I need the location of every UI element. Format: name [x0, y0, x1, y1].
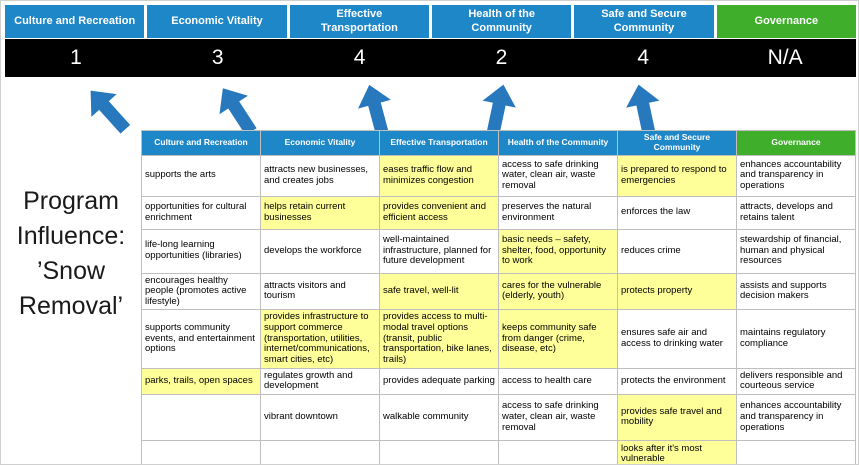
matrix-cell	[379, 439, 499, 464]
matrix-cell: walkable community	[379, 393, 499, 441]
category-header-economic: Economic Vitality	[147, 5, 287, 38]
matrix-cell: is prepared to respond to emergencies	[617, 154, 737, 197]
category-header-culture: Culture and Recreation	[5, 5, 145, 38]
matrix-row: supports community events, and entertain…	[141, 309, 856, 369]
matrix-cell: attracts visitors and tourism	[260, 272, 380, 311]
program-title-line: ’Snow	[36, 257, 106, 285]
matrix-row: vibrant downtown walkable community acce…	[141, 393, 856, 441]
matrix-header-health: Health of the Community	[498, 130, 618, 156]
matrix-cell: provides safe travel and mobility	[617, 393, 737, 441]
matrix-header-culture: Culture and Recreation	[141, 130, 261, 156]
matrix-cell: maintains regulatory compliance	[736, 309, 856, 369]
matrix-cell: protects property	[617, 272, 737, 311]
matrix-cell: provides adequate parking	[379, 367, 499, 395]
matrix-row: opportunities for cultural enrichment he…	[141, 195, 856, 230]
up-arrow-icon	[219, 88, 257, 136]
matrix-cell: protects the environment	[617, 367, 737, 395]
category-header-health: Health of the Community	[431, 5, 572, 38]
program-title: Program Influence: ’Snow Removal’	[1, 184, 141, 324]
matrix-cell: vibrant downtown	[260, 393, 380, 441]
matrix-cell: provides convenient and efficient access	[379, 195, 499, 230]
matrix-cell: develops the workforce	[260, 228, 380, 274]
category-header-safety: Safe and Secure Community	[574, 5, 714, 38]
matrix-header-governance: Governance	[736, 130, 856, 156]
matrix-row: supports the arts attracts new businesse…	[141, 154, 856, 197]
up-arrow-icon	[358, 84, 391, 137]
matrix-row: encourages healthy people (promotes acti…	[141, 272, 856, 311]
influence-matrix: Culture and Recreation Economic Vitality…	[141, 130, 856, 464]
matrix-cell	[260, 439, 380, 464]
matrix-header-safety: Safe and Secure Community	[617, 130, 737, 156]
matrix-cell: life-long learning opportunities (librar…	[141, 228, 261, 274]
matrix-cell: enhances accountability and transparency…	[736, 393, 856, 441]
matrix-cell: cares for the vulnerable (elderly, youth…	[498, 272, 618, 311]
program-title-line: Removal’	[18, 292, 124, 320]
score-transportation: 4	[353, 46, 366, 69]
matrix-cell: access to safe drinking water, clean air…	[498, 393, 618, 441]
matrix-cell	[736, 439, 856, 464]
matrix-cell: preserves the natural environment	[498, 195, 618, 230]
score-governance: N/A	[767, 46, 803, 69]
matrix-cell: helps retain current businesses	[260, 195, 380, 230]
matrix-cell: supports the arts	[141, 154, 261, 197]
matrix-cell: delivers responsible and courteous servi…	[736, 367, 856, 395]
score-economic: 3	[211, 46, 224, 69]
matrix-cell: supports community events, and entertain…	[141, 309, 261, 369]
matrix-cell	[141, 393, 261, 441]
program-title-line: Influence:	[16, 222, 126, 250]
matrix-cell: reduces crime	[617, 228, 737, 274]
category-header-transportation: Effective Transportation	[289, 5, 429, 38]
matrix-cell: well-maintained infrastructure, planned …	[379, 228, 499, 274]
category-header-governance: Governance	[716, 5, 856, 38]
matrix-header-row: Culture and Recreation Economic Vitality…	[141, 130, 856, 156]
matrix-cell: assists and supports decision makers	[736, 272, 856, 311]
matrix-cell: looks after it's most vulnerable	[617, 439, 737, 464]
matrix-cell: access to safe drinking water, clean air…	[498, 154, 618, 197]
matrix-cell: eases traffic flow and minimizes congest…	[379, 154, 499, 197]
matrix-header-economic: Economic Vitality	[260, 130, 380, 156]
matrix-row: parks, trails, open spaces regulates gro…	[141, 367, 856, 395]
matrix-cell: parks, trails, open spaces	[141, 367, 261, 395]
matrix-row: looks after it's most vulnerable	[141, 439, 856, 464]
category-header-row: Culture and Recreation Economic Vitality…	[5, 5, 856, 38]
matrix-cell: attracts, develops and retains talent	[736, 195, 856, 230]
matrix-cell: ensures safe air and access to drinking …	[617, 309, 737, 369]
score-row: 1 3 4 2 4 N/A	[5, 39, 856, 77]
matrix-cell	[498, 439, 618, 464]
matrix-cell: regulates growth and development	[260, 367, 380, 395]
matrix-cell: encourages healthy people (promotes acti…	[141, 272, 261, 311]
matrix-cell: stewardship of financial, human and phys…	[736, 228, 856, 274]
score-safety: 4	[637, 46, 650, 69]
matrix-header-transportation: Effective Transportation	[379, 130, 499, 156]
matrix-cell: enhances accountability and transparency…	[736, 154, 856, 197]
matrix-cell	[141, 439, 261, 464]
matrix-cell: safe travel, well-lit	[379, 272, 499, 311]
score-health: 2	[495, 46, 508, 69]
up-arrow-icon	[90, 90, 131, 134]
matrix-cell: keeps community safe from danger (crime,…	[498, 309, 618, 369]
score-culture: 1	[70, 46, 82, 69]
matrix-cell: enforces the law	[617, 195, 737, 230]
matrix-row: life-long learning opportunities (librar…	[141, 228, 856, 274]
up-arrow-icon	[482, 84, 516, 137]
up-arrow-icon	[626, 84, 660, 137]
matrix-cell: provides access to multi-modal travel op…	[379, 309, 499, 369]
matrix-cell: basic needs – safety, shelter, food, opp…	[498, 228, 618, 274]
matrix-cell: access to health care	[498, 367, 618, 395]
program-title-line: Program	[23, 187, 119, 215]
matrix-cell: provides infrastructure to support comme…	[260, 309, 380, 369]
matrix-cell: opportunities for cultural enrichment	[141, 195, 261, 230]
matrix-cell: attracts new businesses, and creates job…	[260, 154, 380, 197]
